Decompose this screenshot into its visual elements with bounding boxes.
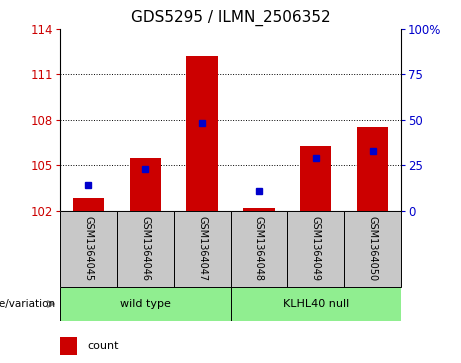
Bar <box>60 211 117 287</box>
Text: GSM1364048: GSM1364048 <box>254 216 264 281</box>
Title: GDS5295 / ILMN_2506352: GDS5295 / ILMN_2506352 <box>130 10 331 26</box>
Bar <box>230 211 287 287</box>
Bar <box>243 208 275 211</box>
Bar <box>287 211 344 287</box>
Bar <box>60 337 77 355</box>
Bar <box>230 287 401 321</box>
Bar <box>186 56 218 211</box>
Bar <box>130 158 161 211</box>
Text: KLHL40 null: KLHL40 null <box>283 299 349 309</box>
Text: GSM1364045: GSM1364045 <box>83 216 94 281</box>
Bar <box>300 146 331 211</box>
Bar <box>174 211 230 287</box>
Bar <box>60 287 230 321</box>
Text: GSM1364050: GSM1364050 <box>367 216 378 281</box>
Text: GSM1364047: GSM1364047 <box>197 216 207 281</box>
Bar <box>73 199 104 211</box>
Bar <box>344 211 401 287</box>
Text: GSM1364046: GSM1364046 <box>140 216 150 281</box>
Text: wild type: wild type <box>120 299 171 309</box>
Text: GSM1364049: GSM1364049 <box>311 216 321 281</box>
Text: count: count <box>87 341 119 351</box>
Text: genotype/variation: genotype/variation <box>0 299 55 309</box>
Bar <box>357 127 388 211</box>
Bar <box>117 211 174 287</box>
